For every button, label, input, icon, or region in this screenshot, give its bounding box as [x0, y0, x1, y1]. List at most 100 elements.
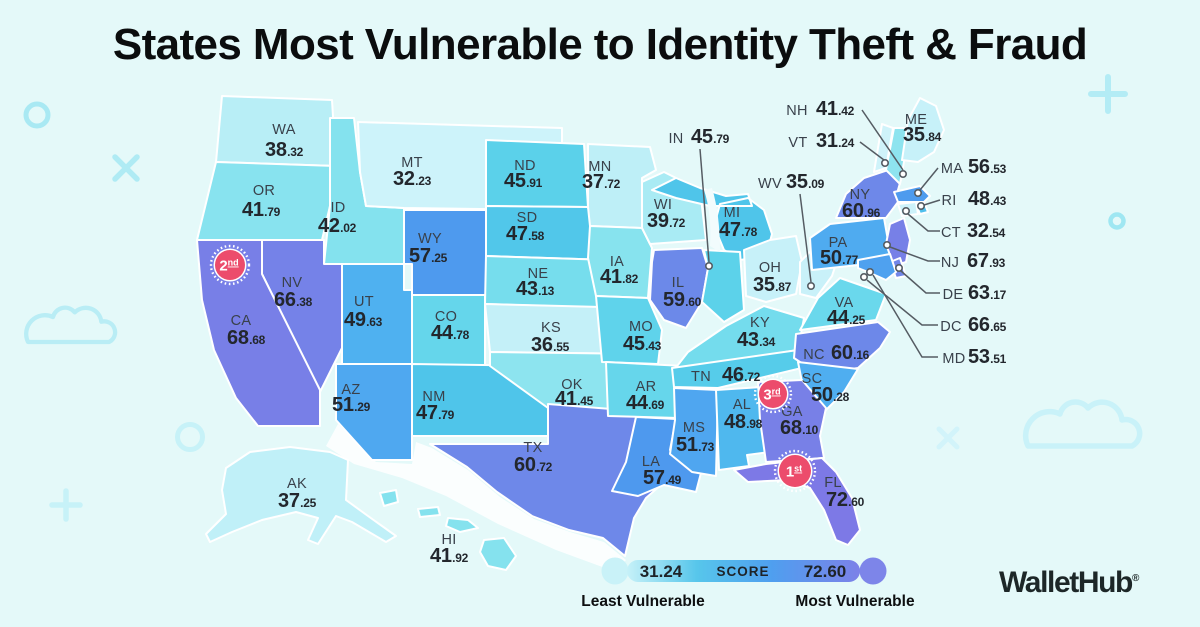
state-label-DC: DC 66.65 [940, 314, 1007, 336]
rank-badge-label: 1st [786, 464, 802, 481]
state-score: 42.02 [318, 215, 357, 237]
brand-logo: WalletHub® [999, 566, 1139, 600]
state-score: 44.25 [827, 307, 866, 329]
state-score: 60.96 [842, 200, 881, 222]
state-code: RI [941, 193, 956, 209]
callout-dot-RI [916, 202, 925, 211]
state-code: TX [523, 440, 542, 456]
state-shape-AZ [335, 363, 413, 461]
state-code: AK [287, 476, 307, 492]
state-score: 60.72 [514, 454, 553, 476]
callout-dot-MA [913, 189, 922, 198]
state-score: 53.51 [968, 346, 1007, 368]
state-code: UT [354, 294, 374, 310]
callout-dot-VT [880, 159, 889, 168]
circle-outline-icon [175, 422, 205, 452]
state-code: AL [733, 397, 751, 413]
state-score: 63.17 [968, 282, 1007, 304]
state-label-NH: NH 41.42 [786, 98, 855, 120]
state-shape-MD [857, 253, 897, 281]
state-score: 41.79 [242, 199, 281, 221]
state-label-NC: NC 60.16 [803, 342, 870, 364]
state-code: MD [942, 351, 965, 367]
state-score: 41.92 [430, 545, 469, 567]
cloud-icon [24, 305, 118, 345]
state-code: SC [802, 371, 823, 387]
state-code: MT [401, 155, 423, 171]
state-code: AR [636, 379, 657, 395]
callout-line-DE [900, 270, 940, 294]
state-shape-VA [799, 277, 887, 331]
state-score: 35.87 [753, 274, 792, 296]
state-code: NM [422, 389, 445, 405]
state-code: AZ [341, 382, 360, 398]
state-score: 35.84 [903, 124, 942, 146]
callout-line-NH [861, 109, 904, 171]
legend-least-label: Least Vulnerable [581, 593, 705, 610]
plus-mark-icon [49, 488, 83, 522]
state-code: KY [750, 315, 770, 331]
state-score: 36.55 [531, 334, 570, 356]
rank-badge-1st: 1st [773, 449, 817, 493]
plus-mark-icon [1088, 74, 1128, 114]
state-code: CA [231, 313, 252, 329]
state-score: 43.13 [516, 278, 555, 300]
state-shape-ME [901, 97, 945, 163]
legend-most-circle [859, 557, 887, 585]
state-score: 37.25 [278, 490, 317, 512]
state-score: 45.43 [623, 333, 662, 355]
state-code: MI [724, 205, 741, 221]
state-score: 44.78 [431, 322, 470, 344]
brand-logo-text: WalletHub [999, 566, 1133, 599]
state-score: 31.24 [816, 130, 855, 152]
state-code: WA [272, 122, 295, 138]
state-label-VT: VT 31.24 [788, 130, 854, 152]
callout-line-RI [923, 199, 941, 206]
state-code: HI [441, 532, 456, 548]
circle-outline-icon [23, 101, 51, 129]
state-code: PA [829, 235, 848, 251]
callout-dot-DE [894, 263, 903, 272]
legend-max-value: 72.60 [804, 562, 847, 581]
legend-score-label: SCORE [716, 564, 769, 579]
state-score: 49.63 [344, 309, 383, 331]
state-code: NH [786, 103, 808, 119]
callout-line-MA [919, 167, 939, 191]
state-score: 67.93 [967, 250, 1006, 272]
state-score: 66.38 [274, 289, 313, 311]
state-score: 47.78 [719, 219, 758, 241]
legend-least-circle [601, 557, 629, 585]
state-code: OH [759, 260, 781, 276]
state-score: 41.45 [555, 388, 594, 410]
callout-dot-DC [859, 272, 868, 281]
rank-badge-label: 3rd [763, 387, 780, 404]
state-code: OR [253, 183, 275, 199]
state-score: 45.79 [691, 126, 730, 148]
cloud-icon [1022, 399, 1143, 449]
state-shape-IL [649, 247, 709, 329]
state-score: 46.72 [722, 364, 761, 386]
state-shape-NC [793, 321, 891, 375]
state-score: 35.09 [786, 171, 825, 193]
state-code: WY [418, 231, 442, 247]
